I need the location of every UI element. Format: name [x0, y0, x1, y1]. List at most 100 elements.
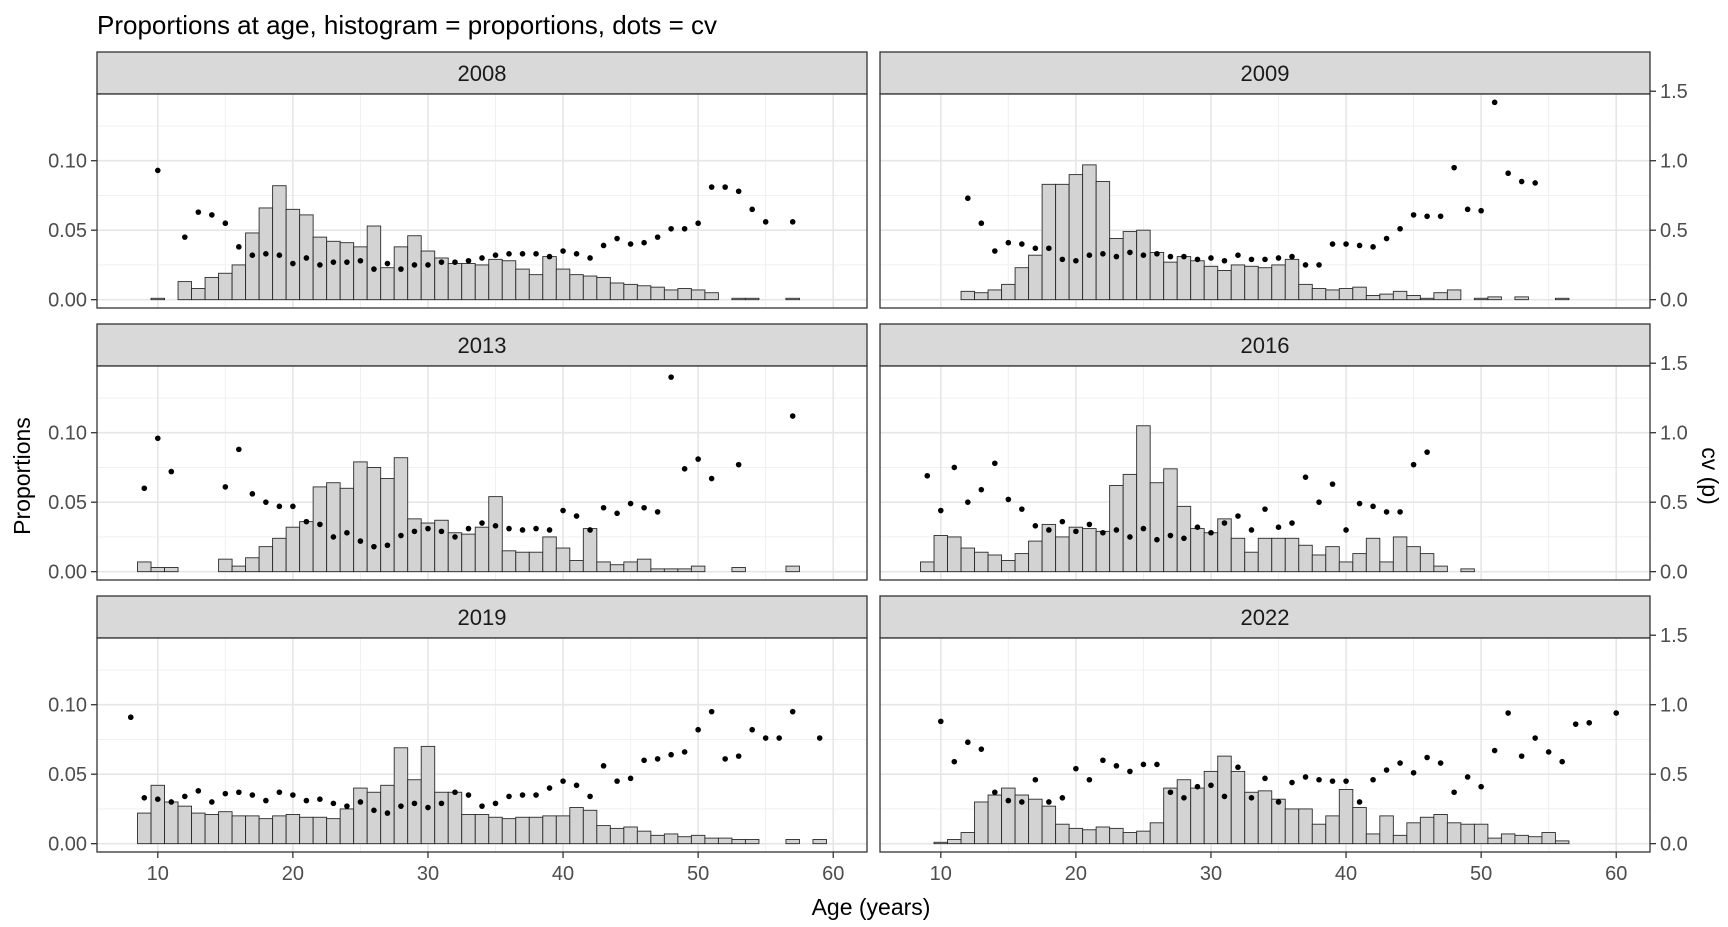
histogram-bar — [569, 274, 584, 301]
facet-panel-2016: 2016 0.0 0.5 1.0 1.5 — [879, 323, 1688, 584]
y2-tick-label: 0.0 — [1660, 834, 1688, 856]
cv-point — [195, 209, 202, 215]
histogram-bar — [204, 276, 220, 301]
histogram-bar — [1284, 258, 1300, 301]
y2-tick-label: 0.5 — [1660, 492, 1688, 514]
y-tick-label: 0.00 — [48, 834, 87, 856]
cv-point — [1572, 721, 1579, 727]
histogram-bar — [650, 834, 665, 845]
cv-point — [1370, 244, 1376, 250]
histogram-bar — [1527, 836, 1543, 845]
histogram-bar — [1554, 840, 1570, 845]
cv-point — [695, 220, 701, 227]
cv-point — [276, 503, 283, 510]
cv-point — [573, 513, 580, 519]
histogram-bar — [1163, 787, 1178, 845]
histogram-bar — [1379, 561, 1394, 573]
histogram-bar — [488, 258, 503, 301]
histogram-bar — [542, 536, 557, 573]
histogram-bar — [677, 836, 692, 845]
histogram-bar — [218, 558, 233, 573]
histogram-bar — [1541, 832, 1556, 845]
histogram-bar — [704, 292, 719, 301]
cv-point — [1127, 768, 1133, 775]
cv-point — [236, 244, 242, 250]
histogram-bar — [393, 457, 409, 573]
x-tick-label: 40 — [552, 863, 574, 885]
histogram-bar — [434, 791, 449, 845]
histogram-bar — [974, 801, 989, 845]
y-tick-label: 0.05 — [48, 220, 87, 242]
histogram-bar — [1176, 779, 1192, 845]
cv-point — [668, 374, 674, 380]
histogram-bar — [569, 807, 584, 845]
cv-point — [1518, 178, 1525, 185]
cv-point — [1208, 782, 1214, 789]
histogram-bar — [1136, 425, 1151, 573]
cv-point — [1100, 757, 1106, 764]
histogram-bar — [177, 281, 193, 301]
histogram-bar — [1068, 827, 1084, 845]
cv-point — [384, 542, 391, 549]
histogram-bar — [1257, 790, 1273, 845]
y-axis-label-left: Proportions — [9, 417, 35, 535]
cv-point — [249, 491, 256, 497]
histogram-bar — [636, 285, 652, 301]
histogram-bar — [1352, 553, 1367, 573]
cv-point — [668, 225, 674, 232]
cv-point — [1167, 532, 1174, 539]
cv-point — [1005, 797, 1012, 804]
cv-point — [1113, 253, 1120, 260]
cv-point — [722, 756, 728, 762]
cv-point — [1127, 534, 1133, 540]
histogram-bar — [299, 521, 314, 573]
histogram-bar — [1068, 174, 1084, 301]
cv-point — [654, 234, 661, 240]
cv-point — [587, 255, 593, 261]
histogram-bar — [461, 263, 476, 301]
cv-point — [371, 543, 377, 550]
y-tick-label: 0.05 — [48, 492, 87, 514]
cv-point — [1505, 710, 1511, 716]
histogram-bar — [447, 263, 463, 301]
cv-point — [614, 235, 620, 242]
y2-tick-label: 1.0 — [1660, 695, 1688, 717]
cv-point — [1410, 461, 1417, 468]
histogram-bar — [690, 834, 706, 845]
cv-point — [1505, 170, 1511, 177]
cv-point — [722, 184, 728, 190]
cv-point — [641, 757, 647, 764]
histogram-bar — [353, 787, 368, 845]
histogram-bar — [245, 815, 260, 845]
cv-point — [519, 251, 526, 257]
cv-point — [1329, 241, 1336, 247]
cv-point — [708, 708, 715, 715]
cv-point — [641, 504, 647, 511]
histogram-bar — [1298, 808, 1313, 845]
cv-point — [1289, 253, 1295, 260]
cv-point — [614, 778, 620, 784]
histogram-bar — [366, 791, 382, 845]
cv-point — [1275, 799, 1282, 805]
histogram-bar — [528, 816, 544, 845]
cv-point — [1302, 774, 1309, 780]
cv-point — [452, 789, 458, 796]
cv-point — [1194, 256, 1201, 263]
panel-border — [96, 365, 868, 581]
histogram-bar — [1001, 787, 1016, 845]
cv-point — [1410, 769, 1417, 776]
cv-point — [735, 461, 742, 468]
cv-point — [492, 523, 499, 529]
cv-point — [1046, 799, 1052, 805]
cv-point — [614, 510, 620, 517]
histogram-bar — [1487, 837, 1502, 845]
cv-point — [141, 795, 148, 801]
histogram-bar — [663, 833, 679, 845]
cv-point — [762, 735, 769, 741]
cv-point — [1100, 529, 1106, 536]
histogram-bar — [1203, 265, 1219, 301]
y2-tick-label: 1.0 — [1660, 151, 1688, 173]
cv-point — [1451, 164, 1457, 171]
cv-point — [1032, 776, 1039, 783]
y-tick-label: 0.10 — [48, 423, 87, 445]
